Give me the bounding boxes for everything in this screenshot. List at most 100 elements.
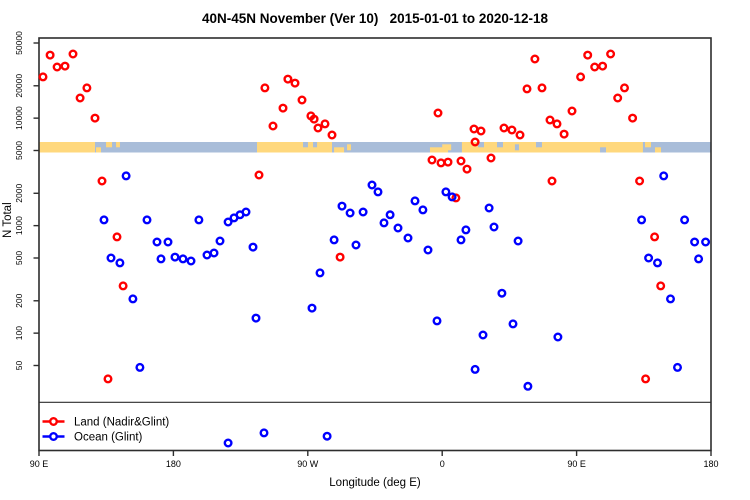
ocean-point: [351, 240, 361, 250]
land-point: [45, 50, 55, 60]
land-point: [433, 108, 443, 118]
plot-border: [38, 37, 712, 452]
map-band-ocean-chip: [313, 142, 318, 148]
ocean-point: [432, 316, 442, 326]
x-tick-label: 90 W: [297, 459, 319, 469]
ocean-point: [393, 223, 403, 233]
ocean-point: [194, 215, 204, 225]
legend-label: Ocean (Glint): [74, 432, 143, 444]
land-point: [515, 130, 525, 140]
ocean-point: [367, 180, 377, 190]
land-point: [567, 106, 577, 116]
ocean-point: [307, 303, 317, 313]
ocean-point: [345, 208, 355, 218]
map-band-ocean-chip: [535, 142, 542, 148]
land-point: [297, 95, 307, 105]
land-point: [486, 153, 496, 163]
ocean-point: [186, 256, 196, 266]
ocean-point: [523, 381, 533, 391]
ocean-point: [637, 215, 647, 225]
ocean-point: [106, 253, 116, 263]
ocean-point: [701, 237, 711, 247]
land-point: [90, 113, 100, 123]
ocean-point: [156, 254, 166, 264]
ocean-point: [385, 210, 395, 220]
land-point: [470, 137, 480, 147]
map-band-ocean-chip: [514, 144, 519, 151]
land-point: [278, 103, 288, 113]
y-tick-label: 100: [14, 326, 24, 340]
land-point: [313, 123, 323, 133]
land-point: [112, 232, 122, 242]
ocean-point: [373, 187, 383, 197]
land-point: [606, 49, 616, 59]
x-tick-label: 180: [703, 459, 718, 469]
ocean-point: [215, 236, 225, 246]
land-point: [97, 176, 107, 186]
y-tick-label: 50000: [14, 31, 24, 55]
land-point: [327, 130, 337, 140]
ocean-point: [379, 218, 389, 228]
x-tick-label: 90 E: [567, 459, 586, 469]
land-point: [260, 83, 270, 93]
land-point: [320, 119, 330, 129]
ocean-point: [251, 313, 261, 323]
land-point: [613, 93, 623, 103]
land-point: [427, 155, 437, 165]
land-point: [436, 158, 446, 168]
land-point: [583, 50, 593, 60]
land-point: [290, 78, 300, 88]
land-point: [60, 61, 70, 71]
land-point: [507, 125, 517, 135]
ocean-point: [553, 332, 563, 342]
map-band-ocean-chip: [478, 142, 485, 148]
ocean-point: [673, 362, 683, 372]
y-tick-label: 5000: [14, 141, 24, 160]
ocean-point: [259, 428, 269, 438]
x-tick-label: 90 E: [30, 459, 49, 469]
ocean-point: [497, 288, 507, 298]
ocean-point: [403, 233, 413, 243]
legend-land-icon: [49, 417, 59, 427]
land-point: [635, 176, 645, 186]
ocean-point: [478, 330, 488, 340]
ocean-point: [170, 252, 180, 262]
land-point: [476, 126, 486, 136]
map-band-ocean: [39, 142, 711, 153]
y-tick-label: 20000: [14, 74, 24, 98]
land-point: [443, 157, 453, 167]
ocean-point: [410, 196, 420, 206]
y-tick-label: 200: [14, 293, 24, 307]
ocean-point: [653, 258, 663, 268]
ocean-point: [441, 187, 451, 197]
land-point: [628, 113, 638, 123]
ocean-point: [418, 205, 428, 215]
legend-ocean-icon: [49, 432, 59, 442]
ocean-point: [680, 215, 690, 225]
land-point: [456, 156, 466, 166]
land-point: [118, 281, 128, 291]
map-band-land-chip: [334, 147, 345, 153]
map-band-land-chip: [644, 142, 651, 148]
ocean-point: [152, 237, 162, 247]
land-point: [103, 374, 113, 384]
land-point: [576, 72, 586, 82]
ocean-point: [456, 235, 466, 245]
land-point: [620, 83, 630, 93]
ocean-point: [461, 225, 471, 235]
ocean-point: [447, 192, 457, 202]
ocean-point: [135, 362, 145, 372]
ocean-point: [121, 171, 131, 181]
land-point: [530, 54, 540, 64]
ocean-point: [659, 171, 669, 181]
ocean-point: [694, 254, 704, 264]
land-point: [547, 176, 557, 186]
ocean-point: [690, 237, 700, 247]
ocean-point: [142, 215, 152, 225]
map-band-land-chip: [429, 147, 449, 153]
ocean-point: [163, 237, 173, 247]
land-point: [590, 62, 600, 72]
ocean-point: [241, 207, 251, 217]
